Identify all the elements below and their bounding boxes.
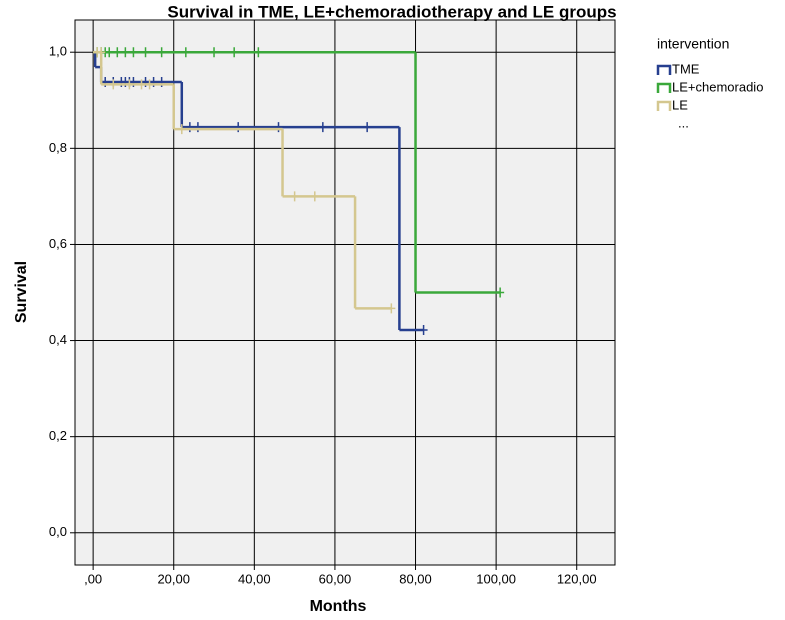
y-tick-label: 0,0	[49, 524, 67, 539]
censor-mark	[419, 324, 428, 335]
censor-mark	[193, 122, 202, 133]
y-tick-label: 0,8	[49, 140, 67, 155]
censor-mark	[113, 47, 122, 58]
x-tick-label: 20,00	[157, 571, 190, 586]
x-tick-label: 60,00	[319, 571, 352, 586]
y-tick-label: 0,2	[49, 428, 67, 443]
legend-swatch	[656, 82, 672, 93]
censor-mark	[145, 79, 154, 90]
y-tick-label: 0,6	[49, 236, 67, 251]
censor-mark	[363, 122, 372, 133]
censor-mark	[181, 47, 190, 58]
legend-swatch	[656, 100, 672, 111]
legend-more: ...	[678, 115, 689, 130]
y-tick-label: 0,4	[49, 332, 67, 347]
plot-area	[74, 19, 616, 566]
legend-swatch	[656, 64, 672, 75]
censor-mark	[274, 122, 283, 133]
censor-mark	[310, 191, 319, 202]
censor-mark	[230, 47, 239, 58]
censor-mark	[109, 79, 118, 90]
censor-mark	[141, 47, 150, 58]
censor-mark	[137, 79, 146, 90]
censor-mark	[177, 124, 186, 135]
legend-label: LE	[672, 97, 688, 112]
x-tick-label: 80,00	[399, 571, 432, 586]
legend-label: TME	[672, 61, 700, 76]
x-tick-label: 100,00	[476, 571, 516, 586]
x-tick-label: 120,00	[557, 571, 597, 586]
censor-mark	[210, 47, 219, 58]
censor-mark	[234, 122, 243, 133]
legend-label: LE+chemoradio	[672, 79, 763, 94]
x-tick-label: 40,00	[238, 571, 271, 586]
censor-mark	[496, 287, 505, 298]
censor-mark	[97, 47, 106, 58]
chart-title: Survival in TME, LE+chemoradiotherapy an…	[167, 2, 616, 21]
y-tick-label: 1,0	[49, 44, 67, 59]
x-tick-label: ,00	[84, 571, 102, 586]
censor-mark	[129, 47, 138, 58]
x-axis-label: Months	[310, 598, 367, 615]
censor-mark	[121, 47, 130, 58]
censor-mark	[125, 79, 134, 90]
censor-mark	[157, 47, 166, 58]
censor-mark	[185, 122, 194, 133]
y-axis-label: Survival	[13, 261, 30, 323]
censor-mark	[105, 47, 114, 58]
censor-mark	[318, 122, 327, 133]
censor-mark	[290, 191, 299, 202]
legend-title: intervention	[657, 36, 729, 52]
censor-mark	[254, 47, 263, 58]
censor-mark	[387, 303, 396, 314]
